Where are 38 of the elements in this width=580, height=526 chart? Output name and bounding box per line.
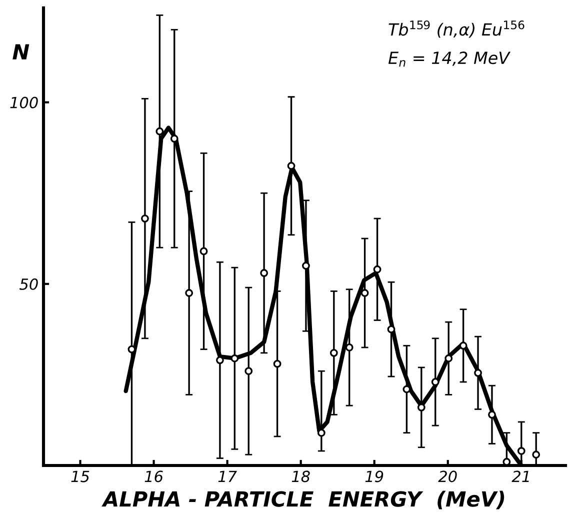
point [387,325,396,334]
point [260,269,268,277]
point [459,342,468,350]
x-tick-label: 17 [218,470,237,482]
annotation: E$_{n}$ = 14,2 MeV [388,52,511,67]
point [431,378,440,386]
y-tick-label: 100 [10,96,38,108]
point [517,447,526,455]
point [216,356,224,364]
point [488,410,496,419]
x-tick-label: 21 [512,470,529,482]
point [373,265,382,274]
x-tick-label: 19 [365,470,384,482]
point [230,354,239,362]
point [273,360,282,368]
point [200,247,208,256]
point [532,450,540,459]
point [287,162,296,170]
x-tick-label: 20 [438,470,457,482]
point [317,428,326,437]
point [360,289,369,297]
point [444,354,453,362]
point [345,344,354,352]
annotation: Tb$^{159}$ (n,α) Eu$^{156}$ [388,20,524,38]
x-tick-label: 18 [292,470,310,482]
point [302,262,310,270]
y-axis-title: N [12,44,30,60]
point [330,348,338,357]
x-tick-label: 16 [144,470,163,482]
point [156,127,164,136]
x-axis-title: ALPHA - PARTICLE ENERGY (MeV) [102,490,504,510]
x-tick-label: 15 [71,470,90,482]
point [170,134,178,143]
point [474,368,482,377]
point [185,289,194,297]
y-tick-label: 50 [20,278,38,290]
point [244,367,253,376]
point [141,214,149,222]
